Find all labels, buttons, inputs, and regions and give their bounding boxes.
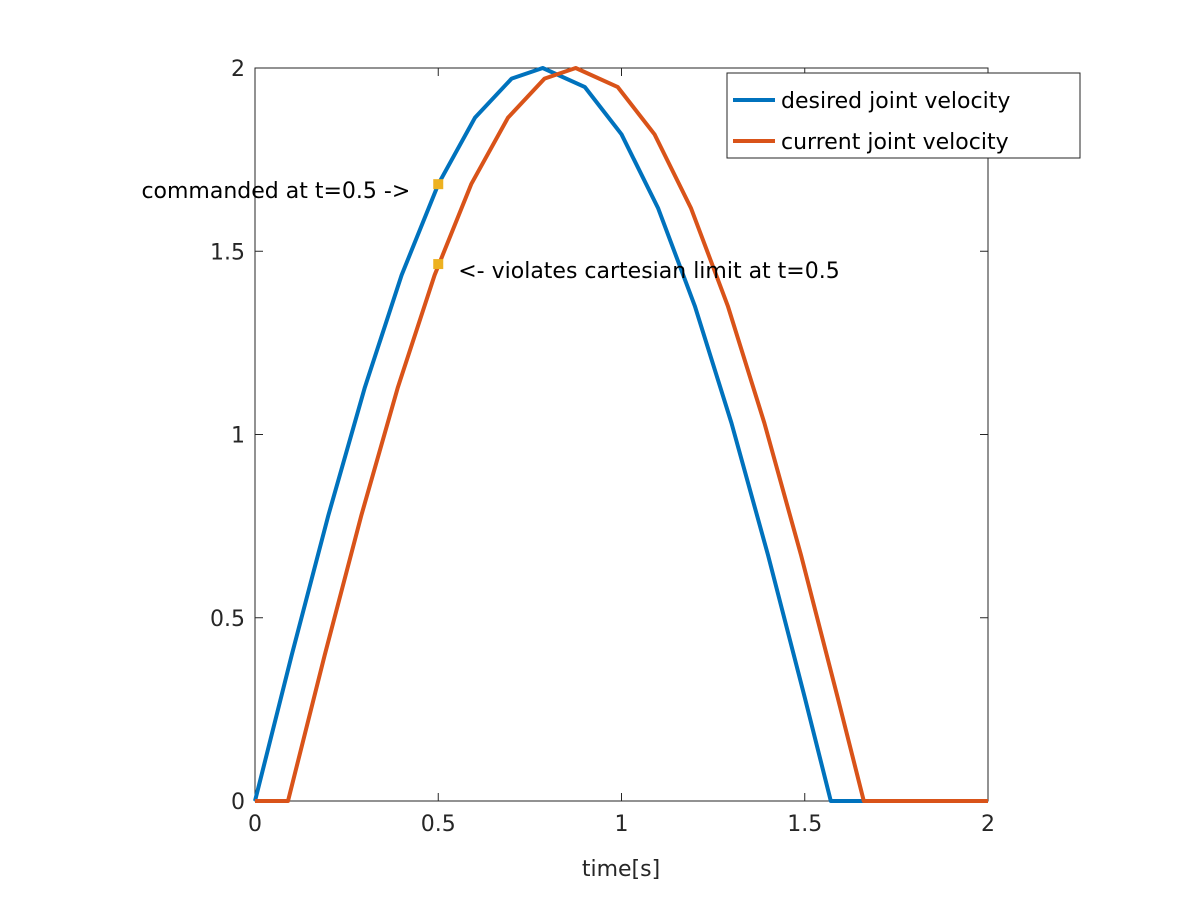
x-tick-label: 1.5 [787,812,822,837]
x-tick-label: 1 [615,812,629,837]
data-markers [433,179,444,270]
legend-label: desired joint velocity [781,89,1010,114]
y-tick-label: 0 [231,790,245,815]
series-line-1 [253,66,988,803]
x-tick-label: 0.5 [421,812,456,837]
legend-box [726,72,1081,159]
y-tick-label: 1 [231,424,245,449]
x-axis-label: time[s] [582,857,660,882]
annotation-text-1: commanded at t=0.5 -> [141,179,410,204]
series-lines [253,66,988,803]
y-tick-label: 0.5 [210,607,245,632]
x-tick-label: 0 [248,812,262,837]
annotations: commanded at t=0.5 -> <- violates cartesi… [141,179,839,284]
series-line-2 [255,66,988,803]
y-tick-label: 1.5 [210,240,245,265]
legend-label: current joint velocity [781,130,1009,155]
x-tick-label: 2 [981,812,995,837]
y-tick-label: 2 [231,57,245,82]
annotation-text-2: <- violates cartesian limit at t=0.5 [458,259,839,284]
axis-ticks: 0 0.5 1 1.5 2 0 0.5 1 1.5 2 [210,57,995,837]
plot-area [254,67,989,802]
marker-point-1 [433,179,444,190]
legend: desired joint velocity current joint velo… [726,72,1081,159]
marker-point-2 [433,259,444,270]
